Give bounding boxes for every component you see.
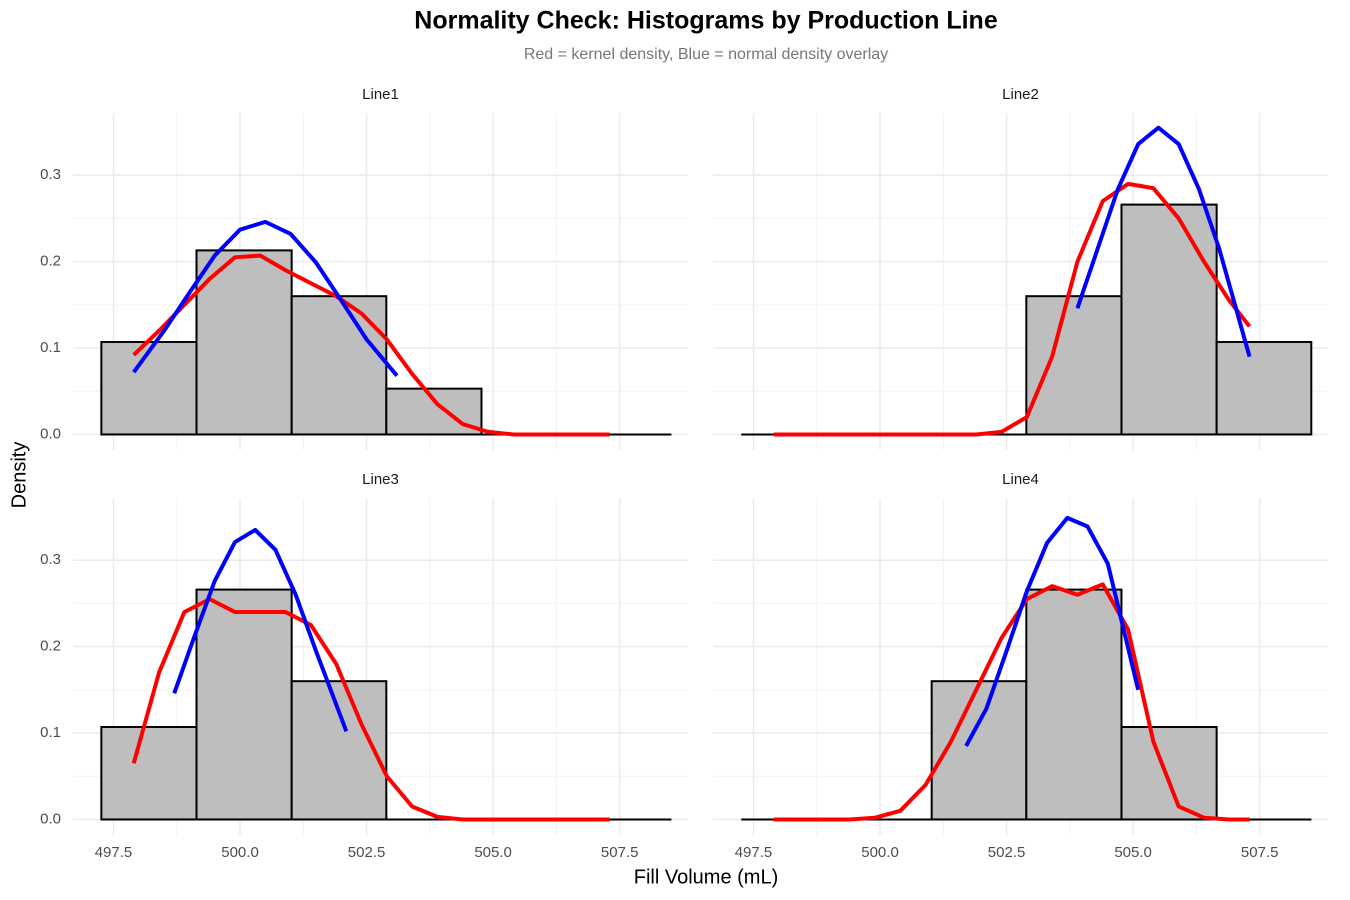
x-tick-label: 505.0	[474, 844, 512, 861]
bar	[195, 249, 293, 436]
bar	[1120, 203, 1218, 436]
density-curve	[132, 253, 610, 437]
y-tick-label: 0.0	[40, 425, 61, 442]
density-curve	[131, 597, 610, 822]
density-curve	[1075, 125, 1252, 358]
bar	[1025, 295, 1123, 436]
panel-title: Line3	[362, 471, 399, 488]
bar	[290, 295, 388, 436]
bar	[1120, 725, 1218, 821]
bar	[1025, 588, 1123, 821]
x-tick-label: 507.5	[1241, 844, 1279, 861]
bar	[1215, 340, 1313, 436]
y-tick-label: 0.3	[40, 166, 61, 183]
panel-title: Line1	[362, 86, 399, 103]
bar	[385, 387, 483, 436]
x-axis-label: Fill Volume (mL)	[634, 866, 778, 888]
x-tick-label: 505.0	[1114, 844, 1152, 861]
chart-title: Normality Check: Histograms by Productio…	[414, 7, 998, 35]
y-axis-label: Density	[8, 442, 30, 509]
y-tick-label: 0.1	[40, 724, 61, 741]
bar	[195, 588, 293, 821]
density-curve	[132, 219, 399, 377]
y-tick-label: 0.2	[40, 638, 61, 655]
panel-title: Line4	[1002, 471, 1039, 488]
chart-subtitle: Red = kernel density, Blue = normal dens…	[524, 46, 888, 63]
bar	[290, 680, 388, 821]
x-tick-label: 497.5	[95, 844, 133, 861]
x-tick-label: 497.5	[735, 844, 773, 861]
density-curve	[172, 527, 349, 733]
bar	[100, 725, 198, 821]
y-tick-label: 0.2	[40, 253, 61, 270]
density-curve	[964, 515, 1141, 747]
x-tick-label: 500.0	[861, 844, 899, 861]
x-tick-label: 507.5	[601, 844, 639, 861]
bar	[100, 340, 198, 436]
y-tick-label: 0.0	[40, 810, 61, 827]
y-tick-label: 0.1	[40, 339, 61, 356]
y-tick-label: 0.3	[40, 551, 61, 568]
x-tick-label: 502.5	[988, 844, 1026, 861]
density-curve	[773, 582, 1250, 822]
panel-title: Line2	[1002, 86, 1039, 103]
density-curve	[773, 181, 1252, 437]
x-tick-label: 500.0	[221, 844, 259, 861]
x-tick-label: 502.5	[348, 844, 386, 861]
